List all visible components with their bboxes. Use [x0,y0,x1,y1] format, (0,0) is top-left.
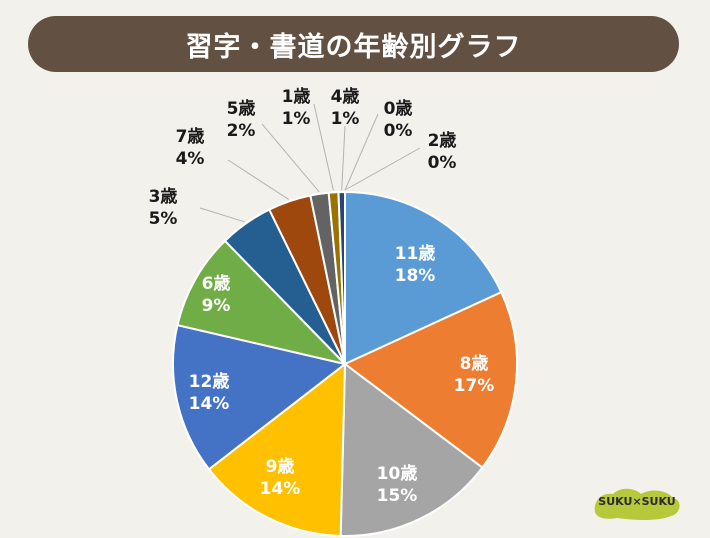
leader-line-1-years [313,103,334,191]
slice-label-percent: 4% [176,149,205,169]
leader-line-0-years [344,113,379,191]
pie-slice-10-years [339,362,484,537]
slice-label-percent: 9% [202,296,231,316]
pie-slices [172,190,518,537]
slice-label-percent: 5% [149,209,178,229]
leader-line-5-years [261,123,320,193]
chart-title: 習字・書道の年齢別グラフ [185,31,522,63]
slice-label-age: 6歳 [202,273,231,294]
leader-line-3-years [199,207,245,223]
pie-slice-4-years [337,190,346,365]
slice-label-age: 5歳 [227,98,256,119]
slice-label-percent: 1% [331,109,360,129]
slice-label-age: 3歳 [149,186,178,207]
slice-label-percent: 17% [454,376,495,396]
leader-line-4-years [341,125,346,191]
slice-label-age: 7歳 [176,126,205,147]
slice-label-percent: 18% [395,266,436,286]
pie-slice-11-years [344,190,503,366]
slice-label-percent: 2% [227,121,256,141]
pie-slice-6-years [176,239,349,366]
slice-label-percent: 14% [260,479,301,499]
slice-label-percent: 0% [428,153,457,173]
leader-line-2-years [344,147,421,191]
slice-label-age: 8歳 [460,353,489,374]
slice-label-age: 0歳 [384,98,413,119]
slice-label-percent: 14% [189,394,230,414]
logo-text: SUKU×SUKU [598,495,675,508]
slice-label-age: 12歳 [189,371,230,392]
logo-splash [594,488,680,520]
title-bar: 習字・書道の年齢別グラフ [28,16,679,72]
slice-label-age: 11歳 [395,243,436,264]
slice-label-percent: 1% [282,109,311,129]
pie-slice-9-years [207,361,347,537]
slice-label-age: 9歳 [266,456,295,477]
slice-label-percent: 15% [377,486,418,506]
slice-label-age: 10歳 [377,463,418,484]
sukusuku-logo: SUKU×SUKU [594,488,680,520]
slice-labels: 11歳18%8歳17%10歳15%9歳14%12歳14%6歳9%3歳5%7歳4%… [149,86,495,506]
slice-label-age: 4歳 [331,86,360,107]
pie-slice-8-years [343,290,518,469]
leader-lines [199,103,421,223]
slice-label-age: 2歳 [428,130,457,151]
leader-line-7-years [227,159,289,200]
pie-slice-12-years [172,323,348,471]
slice-label-percent: 0% [384,121,413,141]
slice-label-age: 1歳 [282,86,311,107]
